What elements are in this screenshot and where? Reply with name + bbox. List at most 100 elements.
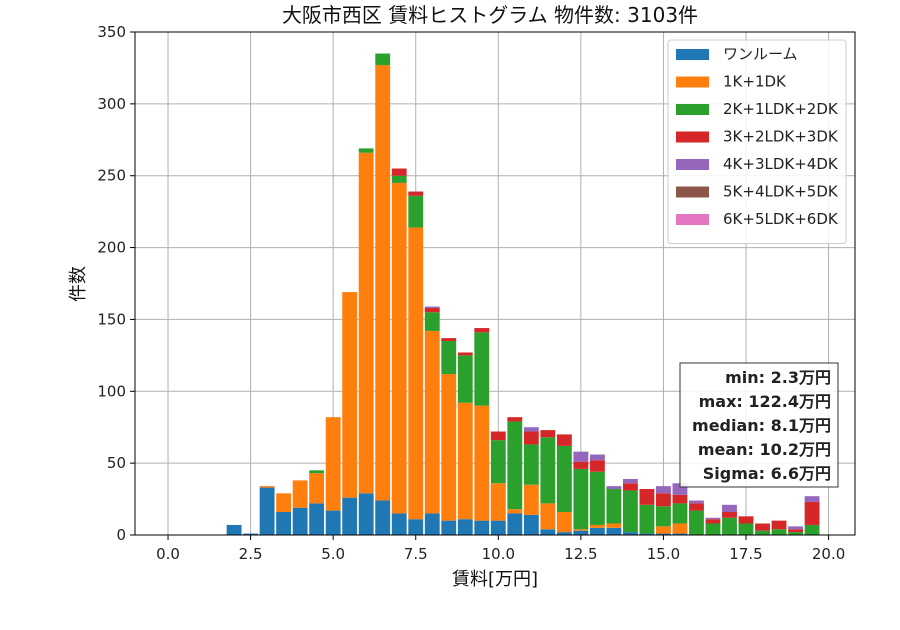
bar-segment-series-4: [573, 451, 589, 462]
legend-label: 1K+1DK: [723, 73, 787, 91]
stats-line: Sigma: 6.6万円: [703, 464, 831, 483]
bar-segment-series-3: [523, 431, 539, 445]
bar-segment-series-4: [672, 483, 688, 495]
legend-label: 2K+1LDK+2DK: [723, 100, 839, 118]
bar-segment-series-1: [375, 65, 391, 501]
bar-segment-series-2: [424, 312, 440, 331]
bar-segment-series-3: [622, 483, 638, 491]
bar-segment-series-2: [689, 510, 704, 535]
bar-segment-series-3: [490, 431, 506, 441]
bar-segment-series-0: [243, 533, 259, 535]
legend-swatch: [676, 49, 709, 60]
bar-segment-series-0: [325, 510, 341, 535]
chart-title: 大阪市西区 賃料ヒストグラム 物件数: 3103件: [282, 3, 698, 27]
stats-line: min: 2.3万円: [725, 368, 831, 387]
bar-segment-series-3: [457, 352, 473, 356]
stats-box-frame: [679, 362, 839, 488]
bar-segment-series-1: [573, 529, 589, 531]
bar-segment-series-0: [309, 503, 325, 535]
legend-label: 3K+2LDK+3DK: [723, 128, 839, 146]
bar-segment-series-4: [656, 486, 671, 494]
bar-segment-series-3: [474, 328, 490, 333]
bar-segment-series-0: [507, 513, 523, 535]
bar-segment-series-1: [292, 480, 308, 508]
bar-segment-series-1: [441, 374, 457, 521]
bar-segment-series-2: [589, 471, 605, 525]
bar-segment-series-2: [556, 445, 572, 513]
bar-segment-series-4: [606, 486, 622, 490]
x-tick-label: 15.0: [647, 545, 680, 563]
bar-segment-series-0: [474, 520, 490, 535]
bar-segment-series-1: [606, 523, 622, 528]
bar-segment-series-0: [490, 520, 506, 535]
bar-segment-series-2: [788, 532, 803, 535]
bar-segment-series-3: [573, 461, 589, 469]
bar-segment-series-0: [408, 519, 424, 535]
legend-label: ワンルーム: [723, 45, 798, 63]
bar-segment-series-1: [556, 512, 572, 533]
bar-segment-series-2: [639, 504, 655, 534]
bar-segment-series-0: [358, 493, 374, 535]
bar-segment-series-1: [408, 227, 424, 520]
legend: ワンルーム 1K+1DK 2K+1LDK+2DK 3K+2LDK+3DK 4K+3LDK…: [667, 39, 847, 244]
x-tick-label: 10.0: [482, 545, 515, 563]
bar-segment-series-3: [424, 307, 440, 313]
bar-segment-series-0: [226, 524, 242, 535]
bar-segment-series-2: [523, 444, 539, 485]
bar-segment-series-1: [391, 182, 407, 514]
bar-segment-series-0: [656, 533, 671, 535]
bar-segment-series-0: [375, 500, 391, 535]
bar-segment-series-3: [788, 529, 803, 533]
x-tick-label: 20.0: [812, 545, 845, 563]
legend-label: 6K+5LDK+6DK: [723, 210, 839, 228]
y-tick-label: 100: [97, 382, 126, 400]
stats-annotation: min: 2.3万円 max: 122.4万円 median: 8.1万円 mean:…: [679, 362, 839, 488]
bar-segment-series-1: [276, 493, 292, 513]
bar-segment-series-1: [672, 523, 688, 534]
x-tick-label: 2.5: [239, 545, 263, 563]
bar-segment-series-2: [606, 489, 622, 524]
bar-segment-series-3: [705, 519, 721, 524]
bar-segment-series-2: [573, 468, 589, 530]
bar-segment-series-0: [622, 532, 638, 535]
bar-segment-series-1: [424, 330, 440, 514]
bar-segment-series-0: [606, 527, 622, 535]
stats-line: median: 8.1万円: [692, 416, 831, 435]
legend-swatch: [676, 186, 709, 198]
bar-segment-series-3: [556, 434, 572, 446]
bar-segment-series-2: [622, 490, 638, 533]
legend-swatch: [676, 159, 709, 170]
bar-segment-series-2: [804, 524, 820, 535]
bar-segment-series-1: [523, 484, 539, 515]
y-tick-label: 150: [97, 310, 126, 328]
y-tick-label: 200: [97, 239, 126, 257]
y-axis-title: 件数: [68, 266, 89, 302]
bar-segment-series-1: [589, 524, 605, 528]
bar-segment-series-3: [722, 512, 737, 518]
bar-segment-series-0: [589, 527, 605, 535]
y-tick-label: 50: [107, 454, 126, 472]
bar-segment-series-3: [804, 501, 820, 525]
bar-segment-series-0: [457, 519, 473, 535]
bar-segment-series-4: [523, 427, 539, 432]
bar-segment-series-2: [705, 523, 721, 535]
bar-segment-series-2: [755, 530, 770, 535]
bar-segment-series-0: [259, 487, 275, 535]
bar-segment-series-3: [540, 430, 556, 438]
bar-segment-series-0: [276, 512, 292, 535]
x-tick-label: 7.5: [404, 545, 428, 563]
axis-ticks: 0.0 2.5 5.0 7.5 10.0 12.5 15.0 17.5 20.0 0 50 100 15…: [97, 23, 845, 563]
bar-segment-series-2: [309, 470, 325, 474]
legend-box: [667, 39, 847, 244]
bar-segment-series-0: [672, 533, 688, 535]
bar-segment-series-2: [656, 506, 671, 527]
legend-swatch: [676, 214, 709, 225]
bar-segment-series-2: [771, 529, 787, 535]
bar-segment-series-0: [391, 513, 407, 535]
bar-segment-series-4: [804, 496, 820, 502]
legend-label: 5K+4LDK+5DK: [723, 183, 839, 201]
x-tick-label: 0.0: [156, 545, 180, 563]
x-tick-label: 17.5: [729, 545, 762, 563]
legend-label: 4K+3LDK+4DK: [723, 155, 839, 173]
